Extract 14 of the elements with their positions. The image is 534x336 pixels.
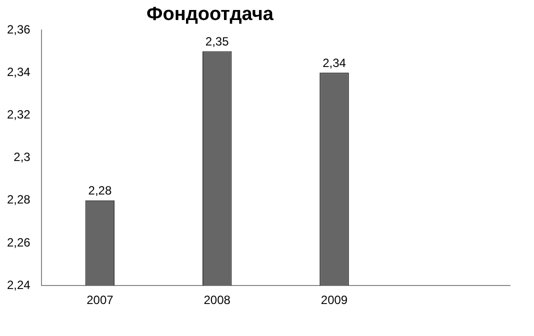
x-tick-label: 2009 <box>320 293 348 308</box>
data-label: 2,28 <box>88 184 112 198</box>
y-tick-label: 2,24 <box>6 278 31 292</box>
chart-title: Фондоотдача <box>146 4 274 25</box>
y-tick-label: 2,26 <box>6 235 31 250</box>
y-tick-label: 2,3 <box>14 150 31 164</box>
y-tick-label: 2,28 <box>6 192 31 207</box>
x-tick-label: 2007 <box>86 293 114 308</box>
x-tick-label: 2008 <box>204 293 231 308</box>
data-label: 2,35 <box>205 34 230 49</box>
y-tick-label: 2,36 <box>6 22 31 36</box>
y-tick-label: 2,32 <box>6 108 31 122</box>
data-label: 2,34 <box>322 56 346 70</box>
y-tick-label: 2,34 <box>6 64 31 79</box>
